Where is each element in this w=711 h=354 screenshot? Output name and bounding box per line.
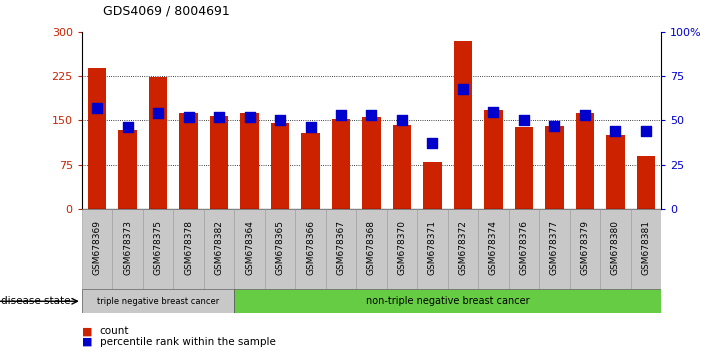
Point	[183, 114, 194, 120]
Point	[244, 114, 255, 120]
Point	[274, 118, 286, 123]
Text: GSM678369: GSM678369	[92, 219, 102, 275]
Bar	[301, 133, 320, 209]
Text: ■: ■	[82, 326, 92, 336]
Text: GSM678379: GSM678379	[580, 219, 589, 275]
Text: percentile rank within the sample: percentile rank within the sample	[100, 337, 275, 347]
Text: GSM678382: GSM678382	[215, 219, 223, 275]
FancyBboxPatch shape	[326, 209, 356, 289]
Bar	[637, 156, 655, 209]
FancyBboxPatch shape	[173, 209, 204, 289]
Text: GSM678372: GSM678372	[459, 219, 468, 275]
Text: triple negative breast cancer: triple negative breast cancer	[97, 297, 219, 306]
Bar	[271, 123, 289, 209]
Text: disease state: disease state	[1, 296, 71, 306]
FancyBboxPatch shape	[295, 209, 326, 289]
Bar	[240, 113, 259, 209]
Text: GSM678364: GSM678364	[245, 219, 254, 275]
FancyBboxPatch shape	[234, 289, 661, 313]
FancyBboxPatch shape	[82, 209, 112, 289]
Text: GSM678375: GSM678375	[154, 219, 163, 275]
FancyBboxPatch shape	[82, 289, 234, 313]
Point	[518, 118, 530, 123]
FancyBboxPatch shape	[570, 209, 600, 289]
Point	[641, 128, 652, 134]
Point	[610, 128, 621, 134]
Point	[365, 112, 377, 118]
Text: GSM678373: GSM678373	[123, 219, 132, 275]
Point	[579, 112, 591, 118]
Point	[427, 141, 438, 146]
Bar	[332, 119, 350, 209]
Bar	[545, 126, 564, 209]
FancyBboxPatch shape	[387, 209, 417, 289]
Point	[549, 123, 560, 129]
Text: GSM678378: GSM678378	[184, 219, 193, 275]
Text: GSM678366: GSM678366	[306, 219, 315, 275]
FancyBboxPatch shape	[417, 209, 448, 289]
FancyBboxPatch shape	[112, 209, 143, 289]
Bar	[423, 162, 442, 209]
Bar	[484, 110, 503, 209]
Text: count: count	[100, 326, 129, 336]
Text: GSM678368: GSM678368	[367, 219, 376, 275]
FancyBboxPatch shape	[539, 209, 570, 289]
Bar	[118, 130, 137, 209]
Point	[396, 118, 407, 123]
Bar	[454, 41, 472, 209]
FancyBboxPatch shape	[143, 209, 173, 289]
Text: GSM678365: GSM678365	[275, 219, 284, 275]
Point	[305, 125, 316, 130]
Point	[336, 112, 347, 118]
Text: GSM678380: GSM678380	[611, 219, 620, 275]
FancyBboxPatch shape	[448, 209, 479, 289]
FancyBboxPatch shape	[509, 209, 539, 289]
Text: GSM678381: GSM678381	[641, 219, 651, 275]
Bar	[363, 118, 380, 209]
FancyBboxPatch shape	[234, 209, 264, 289]
Bar	[179, 113, 198, 209]
Bar	[515, 127, 533, 209]
FancyBboxPatch shape	[264, 209, 295, 289]
Text: GSM678376: GSM678376	[520, 219, 528, 275]
Text: GDS4069 / 8004691: GDS4069 / 8004691	[103, 5, 230, 18]
Text: GSM678367: GSM678367	[336, 219, 346, 275]
FancyBboxPatch shape	[479, 209, 509, 289]
Point	[488, 109, 499, 114]
Point	[213, 114, 225, 120]
Bar	[576, 113, 594, 209]
Text: GSM678370: GSM678370	[397, 219, 407, 275]
Point	[457, 86, 469, 91]
Bar	[149, 77, 167, 209]
FancyBboxPatch shape	[204, 209, 234, 289]
Bar	[393, 125, 411, 209]
FancyBboxPatch shape	[356, 209, 387, 289]
Point	[122, 125, 133, 130]
Text: ■: ■	[82, 337, 92, 347]
Point	[152, 110, 164, 116]
Text: non-triple negative breast cancer: non-triple negative breast cancer	[366, 296, 530, 306]
Text: GSM678371: GSM678371	[428, 219, 437, 275]
Bar	[210, 116, 228, 209]
Bar	[88, 68, 106, 209]
FancyBboxPatch shape	[600, 209, 631, 289]
Text: GSM678377: GSM678377	[550, 219, 559, 275]
Text: GSM678374: GSM678374	[489, 219, 498, 275]
Bar	[606, 135, 625, 209]
FancyBboxPatch shape	[631, 209, 661, 289]
Point	[91, 105, 102, 111]
